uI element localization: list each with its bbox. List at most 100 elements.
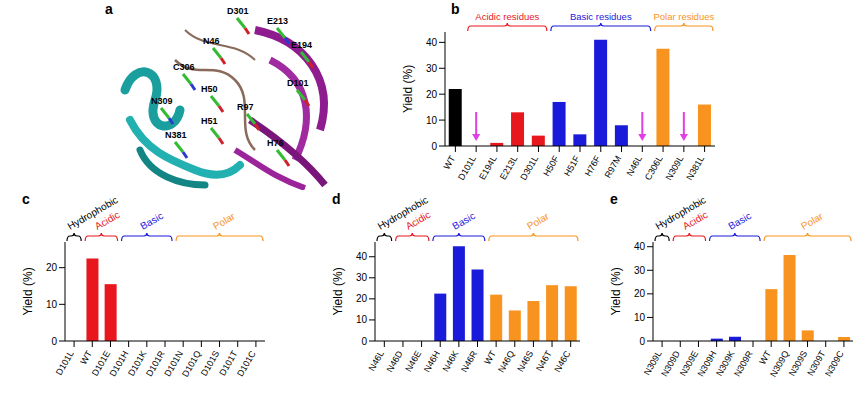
svg-text:N46: N46	[203, 36, 220, 46]
svg-text:N46K: N46K	[441, 349, 461, 373]
svg-text:Acidic residues: Acidic residues	[475, 11, 539, 22]
svg-text:H51F: H51F	[562, 154, 582, 178]
svg-text:N309H: N309H	[695, 349, 719, 379]
svg-text:D101L: D101L	[54, 349, 76, 377]
svg-text:H76: H76	[267, 138, 284, 148]
svg-text:E194L: E194L	[477, 154, 499, 182]
svg-text:0: 0	[639, 336, 645, 347]
svg-text:E194: E194	[291, 40, 312, 50]
svg-text:e: e	[610, 191, 618, 207]
svg-text:E213L: E213L	[498, 154, 520, 182]
svg-text:H50: H50	[201, 84, 218, 94]
svg-text:30: 30	[426, 63, 438, 74]
svg-text:N309L: N309L	[664, 154, 686, 182]
svg-text:D101L: D101L	[456, 154, 478, 182]
svg-text:Yield (%): Yield (%)	[609, 267, 623, 315]
svg-text:N46R: N46R	[459, 349, 479, 374]
svg-text:N46D: N46D	[385, 349, 405, 374]
svg-text:H51: H51	[201, 116, 218, 126]
svg-text:20: 20	[356, 293, 368, 304]
svg-text:WT: WT	[482, 349, 498, 367]
svg-text:D101H: D101H	[107, 349, 131, 379]
svg-text:R97M: R97M	[603, 154, 624, 180]
svg-text:D101R: D101R	[144, 349, 167, 379]
svg-text:C306: C306	[173, 62, 195, 72]
svg-text:N46T: N46T	[534, 349, 554, 373]
svg-text:N46L: N46L	[367, 349, 386, 373]
svg-text:20: 20	[634, 288, 646, 299]
svg-text:Polar: Polar	[525, 210, 551, 232]
svg-text:N309D: N309D	[659, 349, 682, 379]
svg-text:D101: D101	[287, 78, 309, 88]
svg-text:N46Q: N46Q	[496, 349, 516, 374]
svg-text:a: a	[105, 1, 113, 17]
svg-text:N46E: N46E	[403, 349, 423, 373]
svg-text:N46C: N46C	[552, 349, 572, 374]
svg-text:30: 30	[634, 265, 646, 276]
svg-text:c: c	[22, 191, 30, 207]
svg-text:N46H: N46H	[422, 349, 442, 374]
svg-text:WT: WT	[757, 349, 773, 367]
svg-text:N46L: N46L	[625, 154, 644, 178]
svg-text:Basic residues: Basic residues	[570, 11, 632, 22]
svg-text:10: 10	[634, 312, 646, 323]
svg-text:N309C: N309C	[823, 349, 846, 379]
svg-text:Yield (%): Yield (%)	[21, 267, 35, 315]
svg-text:20: 20	[46, 262, 58, 273]
svg-text:40: 40	[356, 251, 368, 262]
svg-text:WT: WT	[441, 154, 457, 172]
svg-text:10: 10	[46, 299, 58, 310]
svg-text:Hydrophobic: Hydrophobic	[654, 194, 708, 232]
svg-text:40: 40	[426, 37, 438, 48]
svg-text:Yield (%): Yield (%)	[401, 65, 415, 113]
svg-text:40: 40	[634, 241, 646, 252]
svg-text:N381: N381	[165, 130, 187, 140]
svg-text:N309Q: N309Q	[768, 349, 792, 379]
svg-text:Hydrophobic: Hydrophobic	[66, 194, 120, 232]
svg-text:C306L: C306L	[643, 154, 665, 182]
svg-text:20: 20	[426, 89, 438, 100]
svg-text:D101C: D101C	[235, 349, 258, 379]
svg-text:Polar: Polar	[211, 210, 237, 232]
svg-text:d: d	[332, 191, 341, 207]
svg-text:D301: D301	[227, 6, 249, 16]
svg-text:10: 10	[426, 115, 438, 126]
svg-text:Acidic: Acidic	[404, 209, 433, 232]
svg-text:0: 0	[51, 336, 57, 347]
svg-text:N309T: N309T	[805, 349, 828, 378]
svg-text:D101K: D101K	[126, 349, 149, 378]
svg-text:Polar residues: Polar residues	[653, 11, 714, 22]
svg-text:Acidic: Acidic	[93, 209, 122, 232]
svg-text:Hydrophobic: Hydrophobic	[376, 194, 430, 232]
svg-text:Basic: Basic	[450, 210, 477, 232]
svg-text:Acidic: Acidic	[681, 209, 710, 232]
svg-text:Polar: Polar	[799, 210, 825, 232]
svg-text:30: 30	[356, 272, 368, 283]
svg-text:H76F: H76F	[583, 154, 603, 178]
svg-text:D101E: D101E	[89, 349, 113, 378]
svg-text:Yield (%): Yield (%)	[331, 267, 345, 315]
svg-text:R97: R97	[237, 102, 254, 112]
svg-text:D101S: D101S	[198, 349, 222, 378]
svg-text:N309S: N309S	[786, 349, 810, 378]
svg-text:N309L: N309L	[641, 349, 664, 377]
svg-text:N46S: N46S	[515, 349, 535, 373]
svg-text:10: 10	[356, 314, 368, 325]
svg-text:Basic: Basic	[138, 210, 165, 232]
svg-text:N309: N309	[151, 96, 173, 106]
svg-text:D101Q: D101Q	[180, 349, 204, 379]
svg-text:0: 0	[361, 336, 367, 347]
svg-text:b: b	[451, 1, 460, 17]
svg-text:N309E: N309E	[677, 349, 701, 378]
svg-text:D301L: D301L	[518, 154, 540, 182]
svg-text:N309R: N309R	[732, 349, 755, 379]
svg-text:E213: E213	[267, 16, 288, 26]
svg-text:WT: WT	[78, 349, 94, 367]
svg-text:N381L: N381L	[684, 154, 706, 182]
svg-text:N309K: N309K	[714, 349, 737, 378]
svg-text:Basic: Basic	[726, 210, 753, 232]
svg-text:H50F: H50F	[541, 154, 561, 178]
svg-text:D101T: D101T	[217, 349, 240, 378]
svg-text:0: 0	[431, 141, 437, 152]
svg-text:D101N: D101N	[162, 349, 185, 379]
